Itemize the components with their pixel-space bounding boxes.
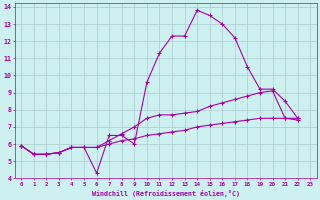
- X-axis label: Windchill (Refroidissement éolien,°C): Windchill (Refroidissement éolien,°C): [92, 190, 240, 197]
